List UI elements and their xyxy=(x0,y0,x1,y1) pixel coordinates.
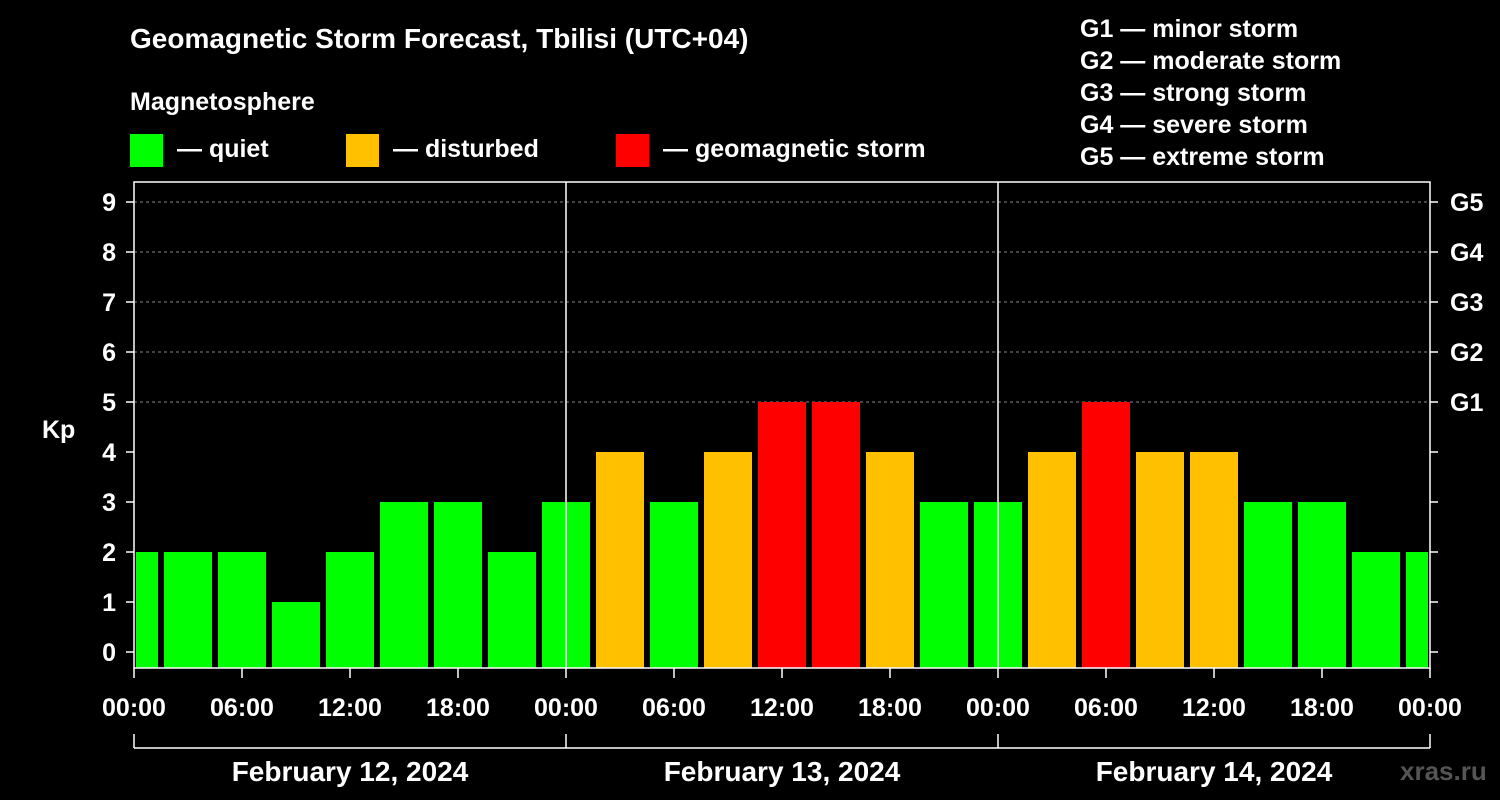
date-label-2: February 14, 2024 xyxy=(1096,756,1333,787)
legend-swatch-disturbed xyxy=(346,134,379,167)
chart-title: Geomagnetic Storm Forecast, Tbilisi (UTC… xyxy=(130,23,748,54)
x-tick-label-2: 12:00 xyxy=(318,694,382,722)
storm-scale-g2: G2 — moderate storm xyxy=(1080,47,1341,75)
legend-label-disturbed: — disturbed xyxy=(393,135,539,163)
x-tick-label-0: 00:00 xyxy=(102,694,166,722)
kp-bar-0 xyxy=(136,552,158,668)
x-tick-label-9: 06:00 xyxy=(1074,694,1138,722)
kp-bar-17 xyxy=(1028,452,1076,668)
g-label-G3: G3 xyxy=(1450,289,1483,317)
kp-bar-4 xyxy=(326,552,374,668)
y-tick-label-6: 6 xyxy=(102,339,116,367)
kp-bar-7 xyxy=(488,552,536,668)
kp-bar-9 xyxy=(596,452,644,668)
legend-swatch-storm xyxy=(616,134,649,167)
kp-bar-12 xyxy=(758,402,806,668)
kp-bar-5 xyxy=(380,502,428,668)
kp-bar-19 xyxy=(1136,452,1184,668)
y-tick-label-2: 2 xyxy=(102,539,116,567)
kp-bar-15 xyxy=(920,502,968,668)
storm-scale-g4: G4 — severe storm xyxy=(1080,111,1308,139)
y-axis-label: Kp xyxy=(42,416,75,444)
y-ticks: 0 1 2 3 4 5 6 7 8 9 xyxy=(102,189,134,667)
x-tick-label-6: 12:00 xyxy=(750,694,814,722)
x-tick-label-10: 12:00 xyxy=(1182,694,1246,722)
legend-label-storm: — geomagnetic storm xyxy=(663,135,926,163)
kp-bar-10 xyxy=(650,502,698,668)
x-tick-label-11: 18:00 xyxy=(1290,694,1354,722)
x-tick-label-3: 18:00 xyxy=(426,694,490,722)
x-tick-label-1: 06:00 xyxy=(210,694,274,722)
g-label-G4: G4 xyxy=(1450,239,1483,267)
x-tick-label-4: 00:00 xyxy=(534,694,598,722)
kp-bar-3 xyxy=(272,602,320,668)
y-tick-label-9: 9 xyxy=(102,189,116,217)
y-tick-label-4: 4 xyxy=(102,439,116,467)
kp-bar-6 xyxy=(434,502,482,668)
legend-swatch-quiet xyxy=(130,134,163,167)
y-tick-label-7: 7 xyxy=(102,289,116,317)
storm-scale-g5: G5 — extreme storm xyxy=(1080,143,1325,171)
storm-scale-g3: G3 — strong storm xyxy=(1080,79,1306,107)
g-scale-ticks: G1 G2 G3 G4 G5 xyxy=(1430,189,1483,653)
date-label-1: February 13, 2024 xyxy=(664,756,901,787)
g-label-G5: G5 xyxy=(1450,189,1483,217)
x-tick-label-5: 06:00 xyxy=(642,694,706,722)
y-tick-label-8: 8 xyxy=(102,239,116,267)
date-labels: February 12, 2024 February 13, 2024 Februa… xyxy=(133,734,1431,787)
g-label-G1: G1 xyxy=(1450,389,1483,417)
x-ticks: 00:00 06:00 12:00 18:00 00:00 06:00 12:00 18:00… xyxy=(102,668,1462,722)
kp-bar-2 xyxy=(218,552,266,668)
kp-bar-22 xyxy=(1298,502,1346,668)
y-tick-label-1: 1 xyxy=(102,589,116,617)
kp-bar-13 xyxy=(812,402,860,668)
storm-scale-g1: G1 — minor storm xyxy=(1080,15,1298,43)
kp-bar-18 xyxy=(1082,402,1130,668)
legend-heading: Magnetosphere xyxy=(130,88,315,116)
y-tick-label-3: 3 xyxy=(102,489,116,517)
kp-bar-21 xyxy=(1244,502,1292,668)
kp-bar-24 xyxy=(1406,552,1428,668)
legend-label-quiet: — quiet xyxy=(177,135,269,163)
kp-bar-14 xyxy=(866,452,914,668)
x-tick-label-7: 18:00 xyxy=(858,694,922,722)
x-tick-label-12: 00:00 xyxy=(1398,694,1462,722)
x-tick-label-8: 00:00 xyxy=(966,694,1030,722)
kp-bar-20 xyxy=(1190,452,1238,668)
kp-bar-11 xyxy=(704,452,752,668)
date-label-0: February 12, 2024 xyxy=(232,756,469,787)
y-tick-label-0: 0 xyxy=(102,639,116,667)
kp-bar-23 xyxy=(1352,552,1400,668)
bars xyxy=(136,402,1428,668)
kp-bar-1 xyxy=(164,552,212,668)
grid-lines xyxy=(134,201,1430,403)
g-label-G2: G2 xyxy=(1450,339,1483,367)
y-tick-label-5: 5 xyxy=(102,389,116,417)
watermark: xras.ru xyxy=(1400,756,1487,786)
